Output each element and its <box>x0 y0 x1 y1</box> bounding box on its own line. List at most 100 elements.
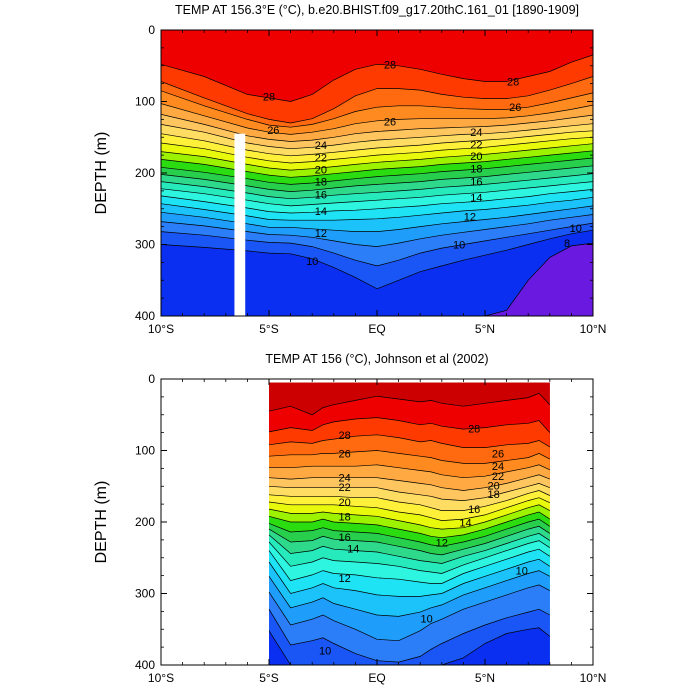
missing-data-column <box>234 133 246 316</box>
isotherm-14 <box>268 548 550 584</box>
top-contour-lines <box>161 54 593 316</box>
contour-label: 16 <box>468 504 480 516</box>
contour-label: 22 <box>315 152 327 164</box>
isotherm-21 <box>268 497 550 521</box>
contour-label: 10 <box>319 646 331 658</box>
isotherm-19 <box>161 150 593 178</box>
contour-label: 10 <box>570 223 582 235</box>
x-tick-label: 5°S <box>259 671 278 685</box>
isotherm-21 <box>161 136 593 164</box>
top-panel: TEMP AT 156.3°E (°C), b.e20.BHIST.f09_g1… <box>93 3 606 336</box>
contour-label: 8 <box>564 238 570 250</box>
contour-label: 16 <box>470 177 482 189</box>
contour-label: 20 <box>470 151 482 163</box>
contour-label: 28 <box>384 59 396 71</box>
isotherm-9 <box>161 229 593 290</box>
isotherm-15 <box>161 181 593 207</box>
contour-label: 24 <box>315 140 327 152</box>
contour-label: 28 <box>468 423 480 435</box>
y-tick-label: 0 <box>148 372 155 386</box>
isotherm-24 <box>268 474 550 491</box>
contour-label: 14 <box>470 192 482 204</box>
contour-label: 14 <box>315 206 327 218</box>
contour-label: 28 <box>263 91 275 103</box>
x-tick-label: EQ <box>368 671 385 685</box>
contour-band-9 <box>269 627 550 665</box>
isotherm-10 <box>268 608 550 663</box>
contour-label: 12 <box>464 212 476 224</box>
y-tick-label: 400 <box>135 658 155 672</box>
contour-label: 26 <box>338 448 350 460</box>
y-tick-label: 100 <box>135 444 155 458</box>
isotherm-16 <box>161 173 593 200</box>
isotherm-23 <box>161 123 593 150</box>
isotherm-12 <box>268 570 550 617</box>
contour-label: 22 <box>338 482 350 494</box>
isotherm-28 <box>161 54 593 102</box>
isotherm-24 <box>161 114 593 142</box>
contour-label: 26 <box>384 117 396 129</box>
contour-label: 12 <box>338 573 350 585</box>
contour-label: 14 <box>459 518 471 530</box>
isotherm-26 <box>268 450 550 464</box>
contour-label: 18 <box>338 511 350 523</box>
contour-label: 28 <box>507 76 519 88</box>
isotherm-17 <box>268 525 550 556</box>
isotherm-11 <box>268 584 550 642</box>
contour-label: 26 <box>267 125 279 137</box>
isotherm-8 <box>161 242 593 316</box>
contour-label: 10 <box>516 566 528 578</box>
x-tick-label: 5°N <box>475 322 495 336</box>
x-tick-label: 10°N <box>580 322 607 336</box>
y-tick-label: 0 <box>148 23 155 37</box>
isotherm-18 <box>268 518 550 547</box>
x-tick-label: EQ <box>368 322 385 336</box>
contour-label: 24 <box>338 473 350 485</box>
y-tick-label: 100 <box>135 95 155 109</box>
contour-label: 28 <box>338 430 350 442</box>
isotherm-14 <box>161 189 593 214</box>
contour-label: 10 <box>421 614 433 626</box>
contour-label: 16 <box>338 532 350 544</box>
contour-label: 12 <box>315 228 327 240</box>
bottom-contour-fills <box>269 382 550 665</box>
contour-label: 20 <box>315 164 327 176</box>
contour-label: 18 <box>470 164 482 176</box>
y-tick-label: 300 <box>135 587 155 601</box>
bottom-panel: TEMP AT 156 (°C), Johnson et al (2002) 2… <box>93 352 606 685</box>
contour-label: 20 <box>488 481 500 493</box>
bottom-panel-title: TEMP AT 156 (°C), Johnson et al (2002) <box>265 352 488 366</box>
isotherm-22 <box>268 490 550 511</box>
contour-band-9 <box>161 230 593 316</box>
x-tick-label: 10°N <box>580 671 607 685</box>
contour-label: 22 <box>492 471 504 483</box>
isotherm-22 <box>161 130 593 157</box>
isotherm-25 <box>269 464 550 479</box>
contour-label: 24 <box>470 127 482 139</box>
x-tick-label: 5°N <box>475 671 495 685</box>
contour-label: 18 <box>315 177 327 189</box>
isotherm-17 <box>161 165 593 192</box>
isotherm-27 <box>161 76 593 124</box>
y-tick-label: 400 <box>135 309 155 323</box>
isotherm-9 <box>268 627 551 665</box>
contour-label: 14 <box>347 543 359 555</box>
top-axes: 10°S 5°S EQ 5°N 10°N 0 100 200 300 400 <box>135 23 606 336</box>
isotherm-29 <box>268 392 551 416</box>
isotherm-19 <box>268 511 550 539</box>
contour-label: 10 <box>306 256 318 268</box>
bottom-contour-lines <box>268 392 551 665</box>
top-y-axis-label: DEPTH (m) <box>93 132 110 215</box>
top-panel-title: TEMP AT 156.3°E (°C), b.e20.BHIST.f09_g1… <box>175 3 579 17</box>
isotherm-18 <box>161 157 593 185</box>
contour-label: 16 <box>315 189 327 201</box>
isotherm-15 <box>268 540 550 574</box>
isotherm-12 <box>161 205 593 232</box>
isotherm-13 <box>161 196 593 221</box>
isotherm-28 <box>268 417 551 433</box>
x-tick-label: 10°S <box>148 671 174 685</box>
isotherm-26 <box>161 90 593 128</box>
isotherm-10 <box>161 222 593 267</box>
contour-label: 18 <box>488 489 500 501</box>
contour-label: 12 <box>436 538 448 550</box>
